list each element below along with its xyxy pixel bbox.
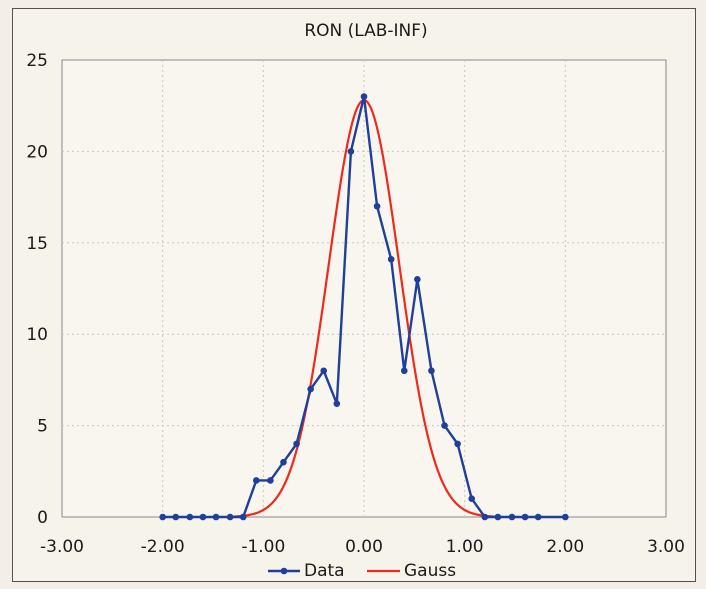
- data-point: [159, 513, 166, 521]
- y-tick-label: 15: [26, 234, 48, 254]
- x-tick-label: 2.00: [546, 537, 584, 557]
- x-tick-label: -3.00: [40, 537, 84, 557]
- data-point: [454, 440, 461, 448]
- y-tick-label: 0: [37, 508, 48, 528]
- data-point: [252, 477, 260, 484]
- data-point: [293, 440, 300, 448]
- data-point: [320, 367, 328, 375]
- data-point: [508, 513, 516, 521]
- data-point: [534, 513, 542, 521]
- y-tick-label: 20: [26, 142, 48, 162]
- data-point: [521, 513, 529, 521]
- y-tick-label: 25: [26, 51, 48, 71]
- data-point: [347, 148, 355, 155]
- data-point: [186, 513, 194, 521]
- x-tick-label: 1.00: [446, 537, 484, 557]
- data-point: [373, 202, 381, 210]
- data-point: [267, 477, 274, 484]
- data-point: [428, 367, 435, 375]
- data-point: [387, 255, 395, 263]
- y-tick-label: 10: [26, 325, 48, 345]
- data-point: [280, 458, 287, 466]
- data-point: [400, 367, 408, 375]
- data-point: [307, 385, 314, 393]
- data-point: [494, 513, 502, 521]
- data-point: [199, 513, 207, 521]
- data-point: [481, 513, 489, 521]
- x-tick-label: 3.00: [647, 537, 685, 557]
- plot-area: [61, 59, 667, 518]
- legend-label-gauss: Gauss: [404, 561, 456, 581]
- legend-label-data: Data: [304, 561, 345, 581]
- data-point: [468, 495, 476, 503]
- data-point: [414, 276, 421, 283]
- data-point: [172, 513, 180, 521]
- data-point: [333, 400, 341, 407]
- data-point: [226, 513, 234, 521]
- data-point: [360, 93, 368, 100]
- data-point: [441, 422, 448, 429]
- chart-title: RON (LAB-INF): [304, 21, 427, 41]
- legend-marker-data: [280, 567, 288, 575]
- x-tick-label: 0.00: [345, 537, 383, 557]
- x-tick-label: -1.00: [241, 537, 285, 557]
- y-tick-label: 5: [37, 417, 48, 437]
- data-point: [562, 513, 569, 521]
- data-point: [212, 513, 220, 521]
- data-point: [239, 513, 247, 521]
- x-tick-label: -2.00: [141, 537, 185, 557]
